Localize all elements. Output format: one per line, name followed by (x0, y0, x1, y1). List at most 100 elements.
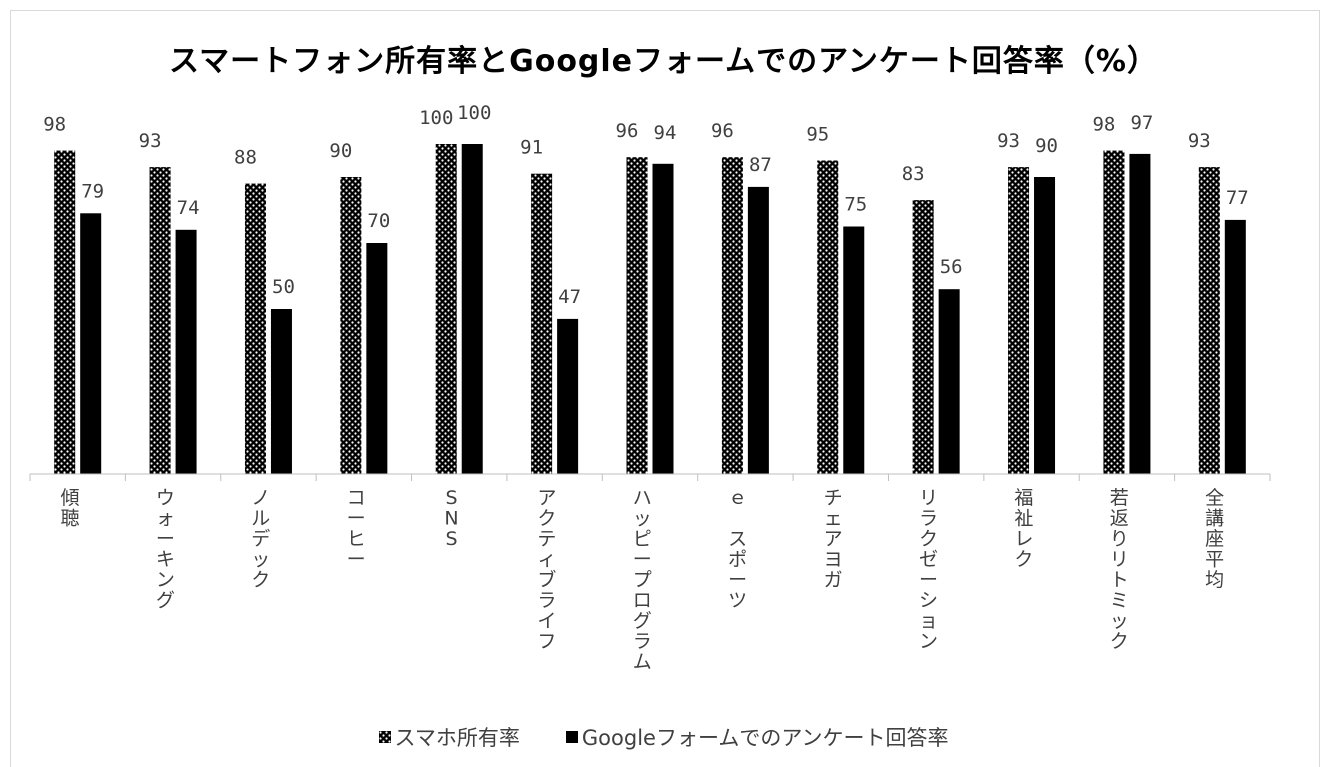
x-tick-label-char: デ (251, 528, 270, 550)
x-tick-label-char: ゼ (919, 549, 938, 571)
x-tick-label-char: ト (1110, 569, 1129, 591)
data-label-response: 70 (367, 210, 390, 232)
x-tick-label-char: ラ (537, 590, 556, 612)
x-tick-label: リラクゼーション (919, 487, 938, 653)
bar-google-form-response (1034, 177, 1056, 474)
x-tick-label-char: フ (537, 631, 556, 653)
x-tick-label-char: ー (919, 569, 938, 591)
x-tick-label-char: ッ (1110, 610, 1129, 632)
x-tick-label: ｅ スポーツ (728, 487, 747, 612)
data-label-response: 56 (940, 256, 963, 278)
x-tick-label-char: ー (633, 549, 652, 571)
bar-smartphone-ownership (912, 200, 934, 474)
x-tick-label-char: 聴 (60, 508, 79, 530)
x-tick-label-char: ィ (537, 549, 556, 571)
x-tick-label: チェアヨガ (824, 487, 843, 591)
x-tick-label-char: ピ (633, 528, 652, 550)
data-label-ownership: 98 (43, 114, 66, 136)
x-tick-label-char: ノ (251, 487, 270, 509)
x-tick-label-char: ォ (156, 508, 175, 530)
data-label-response: 77 (1226, 187, 1249, 209)
data-label-response: 100 (457, 102, 491, 124)
x-tick-label-char: ロ (633, 590, 652, 612)
bar-smartphone-ownership (1008, 167, 1030, 474)
x-tick-label-char: 講 (1205, 508, 1224, 530)
x-tick-label-char: N (444, 508, 458, 530)
x-tick-label-char: ア (537, 487, 556, 509)
data-label-response: 79 (81, 180, 104, 202)
x-tick-label-char: ア (824, 528, 843, 550)
data-label-ownership: 93 (1188, 130, 1211, 152)
bar-smartphone-ownership (340, 177, 362, 474)
x-tick-label-char: ブ (537, 568, 556, 591)
bar-smartphone-ownership (1103, 150, 1125, 474)
x-tick-label-char: イ (537, 610, 556, 632)
bar-google-form-response (938, 289, 960, 474)
bar-smartphone-ownership (149, 167, 171, 474)
x-tick-label-char: コ (347, 487, 366, 509)
data-label-ownership: 88 (234, 147, 257, 169)
x-tick-label-char: ガ (824, 569, 843, 591)
x-tick-label-char: 返 (1110, 508, 1129, 530)
bar-google-form-response (843, 226, 865, 474)
x-tick-label-char: ク (251, 569, 270, 591)
x-tick-label: ノルデック (251, 487, 270, 591)
x-tick-label: ウォーキング (156, 487, 175, 612)
bar-smartphone-ownership (1198, 167, 1220, 474)
data-label-response: 47 (558, 286, 581, 308)
x-tick-label-char: 傾 (60, 487, 79, 509)
x-tick-label-char: キ (156, 549, 175, 571)
data-label-ownership: 91 (520, 137, 543, 159)
x-tick-label-char: ヨ (824, 549, 843, 571)
bar-google-form-response (270, 309, 292, 474)
data-label-ownership: 93 (139, 130, 162, 152)
x-tick-label-char: ク (919, 528, 938, 550)
x-tick-label-char: ク (1110, 631, 1129, 653)
bar-google-form-response (747, 186, 769, 474)
x-tick-label-char: ン (919, 631, 938, 653)
bar-smartphone-ownership (626, 157, 648, 474)
x-tick-label-char: ｅ (728, 487, 747, 509)
bar-google-form-response (461, 144, 483, 474)
x-tick-label-char (735, 508, 741, 530)
data-label-response: 74 (177, 197, 200, 219)
bar-smartphone-ownership (244, 183, 266, 474)
data-label-response: 90 (1035, 135, 1058, 157)
data-label-ownership: 83 (902, 163, 925, 185)
bar-google-form-response (652, 163, 674, 475)
x-tick-label-char: ツ (728, 590, 747, 612)
x-tick-label-char: り (1110, 528, 1129, 550)
x-tick-label: 福祉レク (1014, 487, 1033, 571)
x-tick-label-char: ム (633, 651, 652, 673)
data-label-ownership: 98 (1092, 114, 1115, 136)
x-tick-label-char: ク (1014, 549, 1033, 571)
x-tick-label-char: ル (251, 508, 270, 530)
bar-smartphone-ownership (721, 157, 743, 474)
bar-smartphone-ownership (435, 144, 457, 474)
x-tick-label-char: テ (537, 528, 556, 550)
bar-google-form-response (1224, 219, 1246, 474)
x-tick-label-char: 座 (1205, 528, 1224, 550)
legend-item-series-1: Googleフォームでのアンケート回答率 (565, 722, 948, 752)
data-label-ownership: 95 (806, 124, 829, 146)
x-tick-label-char: プ (633, 569, 652, 591)
legend-swatch-solid (565, 731, 578, 743)
x-tick-label-char: リ (1110, 549, 1129, 571)
bar-smartphone-ownership (54, 150, 76, 474)
x-tick-label-char: ウ (156, 487, 175, 509)
x-tick-label-char: ス (728, 528, 747, 550)
x-tick-label-char: ヒ (347, 528, 366, 550)
bar-google-form-response (1129, 153, 1151, 474)
x-tick-label-char: S (446, 528, 458, 550)
x-tick-label-char: グ (633, 610, 652, 632)
bar-smartphone-ownership (531, 173, 553, 474)
x-tick-label-char: 均 (1205, 569, 1224, 591)
x-tick-label-char: グ (156, 590, 175, 612)
legend-item-series-0: スマホ所有率 (378, 722, 520, 752)
x-tick-label-char: シ (919, 590, 938, 612)
data-label-ownership: 96 (711, 120, 734, 142)
x-tick-label-char: ー (347, 549, 366, 571)
x-tick-label-char: チ (824, 487, 843, 509)
x-tick-label-char: リ (919, 487, 938, 509)
